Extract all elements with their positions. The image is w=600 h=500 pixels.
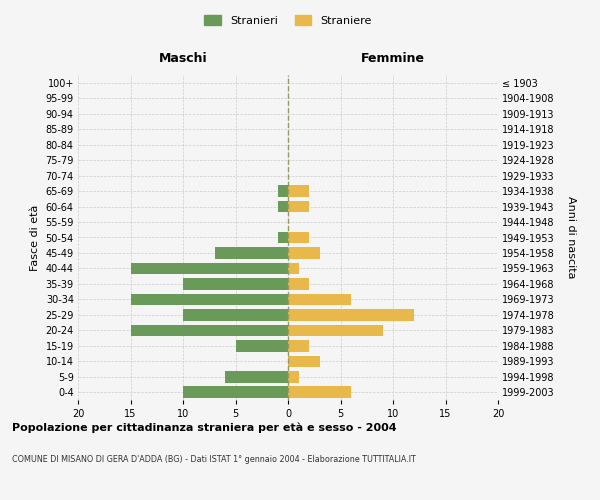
- Bar: [277, 232, 288, 243]
- Bar: [288, 294, 351, 305]
- Bar: [288, 200, 309, 212]
- Bar: [183, 309, 288, 320]
- Bar: [288, 386, 351, 398]
- Text: Femmine: Femmine: [361, 52, 425, 65]
- Bar: [288, 371, 299, 382]
- Legend: Stranieri, Straniere: Stranieri, Straniere: [200, 10, 376, 30]
- Bar: [288, 247, 320, 259]
- Bar: [130, 294, 288, 305]
- Bar: [215, 247, 288, 259]
- Text: COMUNE DI MISANO DI GERA D'ADDA (BG) - Dati ISTAT 1° gennaio 2004 - Elaborazione: COMUNE DI MISANO DI GERA D'ADDA (BG) - D…: [12, 455, 416, 464]
- Bar: [288, 278, 309, 289]
- Bar: [277, 200, 288, 212]
- Bar: [288, 340, 309, 351]
- Bar: [288, 232, 309, 243]
- Bar: [288, 186, 309, 197]
- Y-axis label: Fasce di età: Fasce di età: [30, 204, 40, 270]
- Bar: [235, 340, 288, 351]
- Bar: [288, 324, 383, 336]
- Bar: [130, 262, 288, 274]
- Text: Popolazione per cittadinanza straniera per età e sesso - 2004: Popolazione per cittadinanza straniera p…: [12, 422, 397, 433]
- Bar: [183, 386, 288, 398]
- Y-axis label: Anni di nascita: Anni di nascita: [566, 196, 576, 279]
- Bar: [183, 278, 288, 289]
- Bar: [130, 324, 288, 336]
- Bar: [288, 309, 414, 320]
- Text: Maschi: Maschi: [158, 52, 208, 65]
- Bar: [277, 186, 288, 197]
- Bar: [288, 262, 299, 274]
- Bar: [225, 371, 288, 382]
- Bar: [288, 356, 320, 367]
